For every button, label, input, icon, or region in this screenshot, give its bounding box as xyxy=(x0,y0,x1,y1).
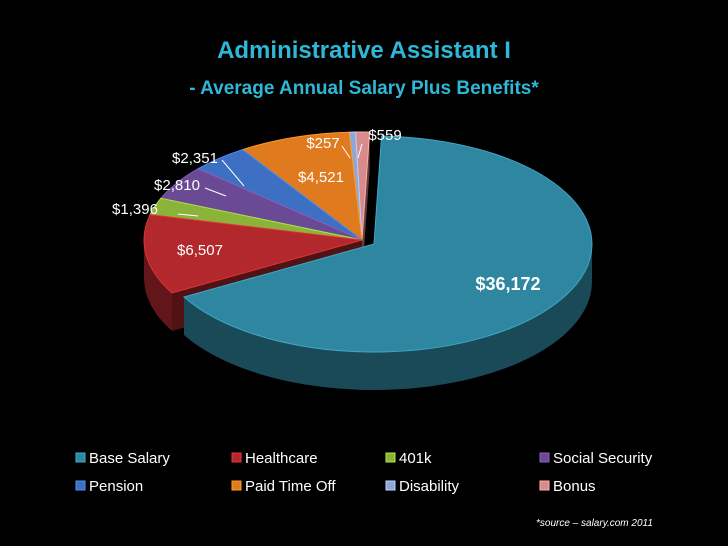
legend-item-paid-time-off: Paid Time Off xyxy=(231,478,336,495)
legend-label: Base Salary xyxy=(89,450,170,467)
source-note: *source – salary.com 2011 xyxy=(536,518,653,529)
data-label-bonus: $559 xyxy=(368,127,401,144)
legend-item-disability: Disability xyxy=(385,478,460,495)
leader-line-pension xyxy=(221,159,245,187)
legend-swatch xyxy=(75,452,86,463)
legend-item-pension: Pension xyxy=(75,478,143,495)
legend-label: Social Security xyxy=(553,450,653,467)
slice-rim xyxy=(184,244,592,391)
data-labels: $36,172 $6,507 $1,396 $2,810 $2,351 $4,521 $25… xyxy=(112,127,540,294)
data-label-401k: $1,396 xyxy=(112,201,158,218)
slice-rim xyxy=(144,240,173,331)
legend-item-healthcare: Healthcare xyxy=(231,450,318,467)
chart-subtitle: - Average Annual Salary Plus Benefits* xyxy=(189,78,539,99)
leader-line-bonus xyxy=(357,143,363,159)
legend-swatch xyxy=(75,480,86,491)
legend-item-social-security: Social Security xyxy=(539,450,653,467)
slice-wall xyxy=(362,132,370,278)
legend-label: Healthcare xyxy=(245,450,318,467)
slice-top xyxy=(143,214,363,294)
pie-slices xyxy=(143,131,593,391)
legend: Base Salary Healthcare 401k Social Security… xyxy=(75,450,653,495)
legend-swatch xyxy=(539,452,550,463)
slice-top xyxy=(241,131,363,242)
legend-label: 401k xyxy=(399,450,432,467)
data-label-social-security: $2,810 xyxy=(154,177,200,194)
slice-base-salary xyxy=(182,135,593,391)
legend-swatch xyxy=(231,480,242,491)
chart-title: Administrative Assistant I xyxy=(217,37,511,64)
legend-label: Pension xyxy=(89,478,143,495)
legend-swatch xyxy=(385,480,396,491)
data-label-pension: $2,351 xyxy=(172,150,218,167)
leader-line-social-security xyxy=(204,187,227,197)
legend-item-base-salary: Base Salary xyxy=(75,450,170,467)
data-label-healthcare: $6,507 xyxy=(177,242,223,259)
data-label-disability: $257 xyxy=(306,135,339,152)
legend-item-bonus: Bonus xyxy=(539,478,596,495)
leader-line-401k xyxy=(177,213,199,217)
slice-top xyxy=(182,135,593,353)
legend-swatch xyxy=(539,480,550,491)
legend-label: Bonus xyxy=(553,478,596,495)
legend-label: Paid Time Off xyxy=(245,478,336,495)
leader-lines xyxy=(177,143,363,217)
legend-swatch xyxy=(231,452,242,463)
legend-swatch xyxy=(385,452,396,463)
data-label-base-salary: $36,172 xyxy=(475,274,540,294)
data-label-paid-time-off: $4,521 xyxy=(298,169,344,186)
legend-label: Disability xyxy=(399,478,460,495)
legend-item-401k: 401k xyxy=(385,450,432,467)
leader-line-disability xyxy=(341,145,351,159)
